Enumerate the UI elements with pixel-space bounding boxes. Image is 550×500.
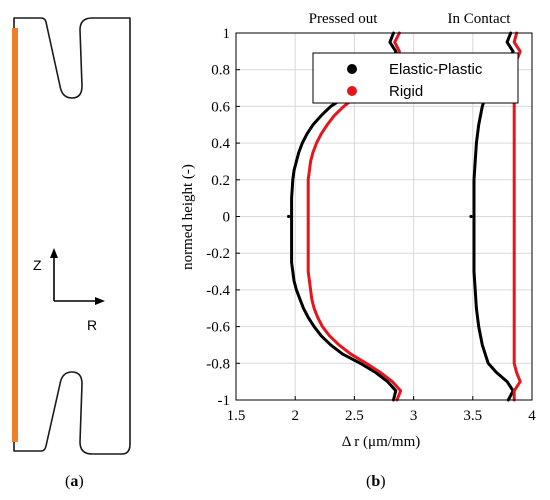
y-tick-label: 0	[223, 210, 231, 226]
legend-marker-elastic-plastic	[347, 64, 357, 74]
legend: Elastic-Plastic Rigid	[312, 52, 519, 104]
x-axis-label: Δ r (μm/mm)	[342, 434, 421, 450]
data-point-marker	[287, 214, 291, 219]
data-point-marker	[469, 214, 473, 219]
annotation-in-contact: In Contact	[448, 11, 512, 27]
coordinate-axes: Z R	[33, 248, 105, 333]
x-tick-label: 3.5	[463, 408, 482, 424]
z-axis-label: Z	[33, 257, 42, 273]
y-tick-label: -0.2	[206, 246, 230, 262]
y-tick-label: 1	[223, 26, 231, 42]
legend-label-rigid: Rigid	[389, 83, 423, 100]
x-tick-label: 3	[410, 408, 418, 424]
x-tick-label: 1.5	[227, 408, 246, 424]
panel-a-diagram: Z R	[12, 17, 131, 455]
panel-b-caption: (b)	[366, 473, 386, 490]
y-tick-label: -0.8	[206, 356, 230, 372]
y-tick-labels: 1 0.8 0.6 0.4 0.2 0 -0.2 -0.4 -0.6 -0.8 -1	[206, 26, 230, 409]
y-tick-label: -0.6	[206, 320, 230, 336]
panel-a-caption: (a)	[65, 473, 84, 490]
z-axis-arrow-head	[50, 248, 58, 258]
y-tick-label: 0.6	[211, 99, 230, 115]
r-axis-arrow-head	[95, 297, 105, 305]
y-axis-label: normed height (-)	[180, 164, 196, 270]
y-tick-label: 0.4	[211, 136, 230, 152]
x-tick-labels: 1.5 2 2.5 3 3.5 4	[227, 408, 537, 424]
y-tick-label: 0.8	[211, 63, 230, 79]
x-tick-label: 2.5	[345, 408, 364, 424]
annotation-pressed-out: Pressed out	[309, 11, 379, 27]
component-outline	[13, 17, 131, 455]
contact-surface-highlight	[12, 28, 18, 442]
legend-label-elastic-plastic: Elastic-Plastic	[389, 61, 483, 78]
r-axis-label: R	[87, 317, 97, 333]
y-tick-label: 0.2	[211, 173, 230, 189]
y-tick-label: -1	[218, 393, 231, 409]
chart: 1.5 2 2.5 3 3.5 4 1 0.8 0.6 0.4 0.2 0 -0.2 -0.4 -0.6 -…	[180, 11, 536, 450]
x-tick-label: 4	[528, 408, 536, 424]
plot-frame	[235, 32, 533, 401]
legend-box	[312, 52, 519, 104]
legend-marker-rigid	[347, 86, 357, 96]
x-tick-label: 2	[291, 408, 299, 424]
y-tick-label: -0.4	[206, 283, 230, 299]
